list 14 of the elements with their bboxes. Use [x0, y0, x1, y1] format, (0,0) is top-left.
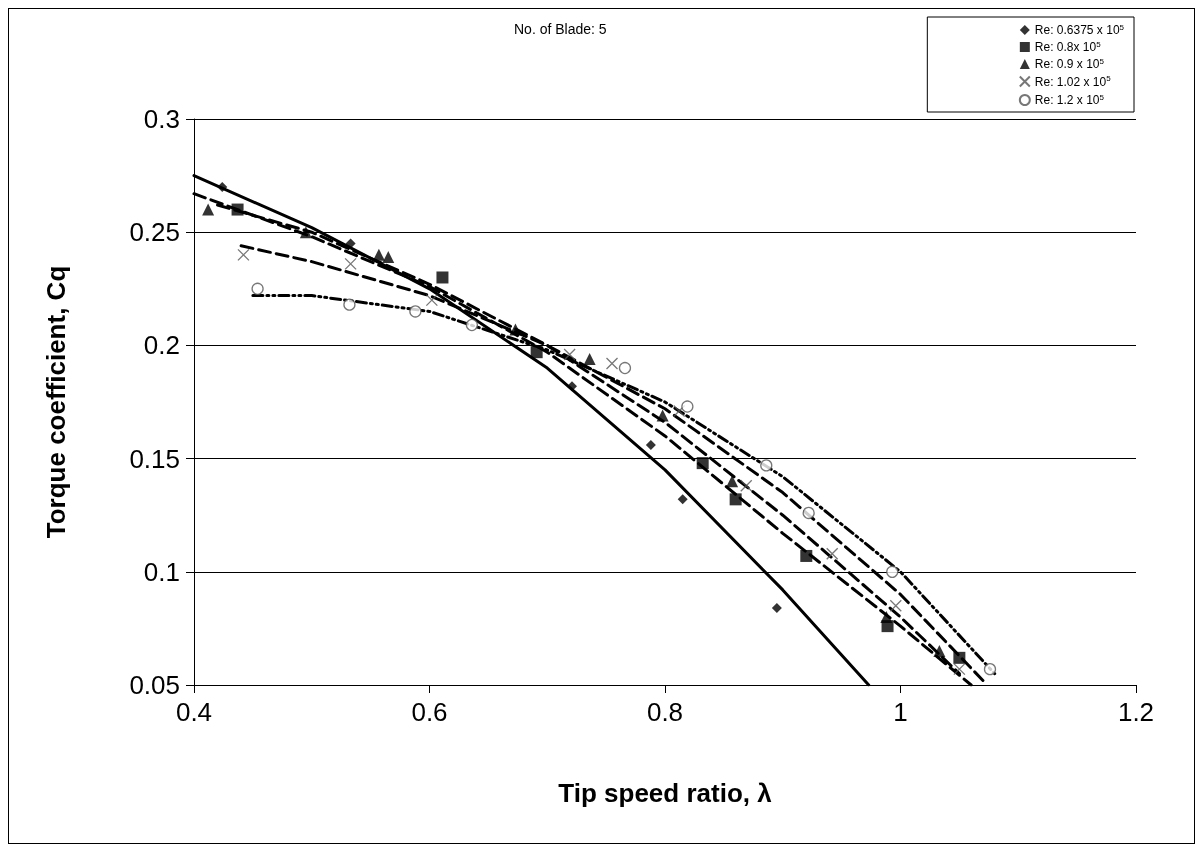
x-tick-label: 0.6	[411, 697, 448, 727]
x-tick-label: 0.4	[175, 697, 213, 727]
x-tick-label: 1.2	[1117, 697, 1155, 727]
x-tick-label: 0.8	[646, 697, 684, 727]
y-tick-label: 0.25	[129, 217, 180, 248]
y-axis-title: Torque coefficient, Cq	[41, 265, 71, 539]
x-tick-label: 1	[893, 697, 908, 727]
x-axis-title: Tip speed ratio, λ	[558, 778, 773, 808]
y-tick-label: 0.1	[143, 556, 180, 587]
y-tick-label: 0.15	[129, 443, 180, 474]
y-tick-label: 0.2	[143, 330, 180, 361]
y-tick-label: 0.05	[129, 670, 180, 700]
chart-title: No. of Blade: 5	[514, 21, 607, 37]
y-tick-label: 0.3	[143, 104, 180, 134]
